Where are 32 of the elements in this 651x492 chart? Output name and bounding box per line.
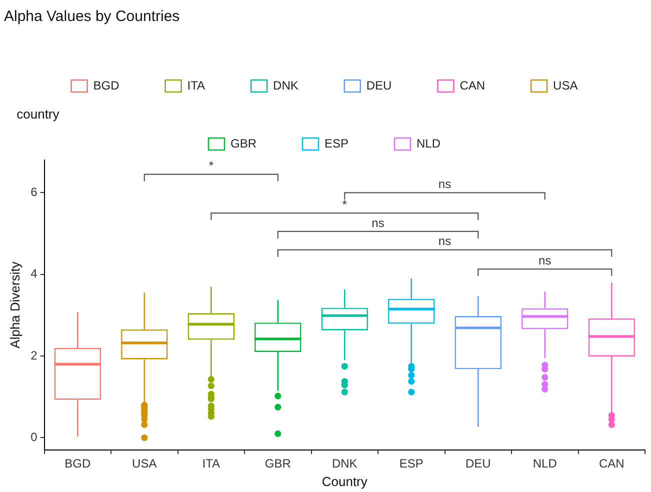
- legend-label: USA: [553, 78, 578, 92]
- x-tick-label: GBR: [264, 456, 292, 471]
- x-tick-label: NLD: [532, 456, 558, 471]
- legend-label: DEU: [366, 78, 392, 92]
- legend-label: NLD: [416, 136, 441, 150]
- annotation: *: [208, 158, 214, 173]
- x-tick-label: DEU: [465, 456, 491, 471]
- annotation: ns: [538, 253, 552, 268]
- legend-title: country: [16, 106, 60, 122]
- y-tick-label: 2: [30, 348, 38, 362]
- y-tick-label: 4: [30, 266, 38, 281]
- x-tick-label: ESP: [399, 456, 424, 471]
- x-axis-title: Country: [322, 474, 368, 489]
- x-tick-label: CAN: [598, 456, 624, 471]
- y-axis-title: Alpha Diversity: [7, 261, 22, 348]
- x-tick-label: ITA: [202, 456, 220, 471]
- legend-label: ESP: [324, 136, 349, 150]
- annotation: ns: [372, 216, 384, 230]
- annotation: *: [342, 197, 348, 212]
- legend-label: BGD: [93, 78, 120, 92]
- legend-label: DNK: [273, 78, 298, 92]
- annotation: ns: [438, 176, 452, 191]
- chart-title: Alpha Values by Countries: [4, 8, 180, 26]
- x-tick-label: DNK: [332, 456, 358, 471]
- legend-label: CAN: [460, 78, 486, 92]
- annotation: ns: [438, 234, 452, 248]
- legend-label: ITA: [187, 78, 206, 92]
- x-tick-label: USA: [132, 456, 157, 471]
- x-tick-label: BGD: [64, 456, 91, 471]
- y-tick-label: 6: [30, 184, 38, 199]
- legend-label: GBR: [230, 136, 257, 150]
- y-tick-label: 0: [30, 430, 38, 444]
